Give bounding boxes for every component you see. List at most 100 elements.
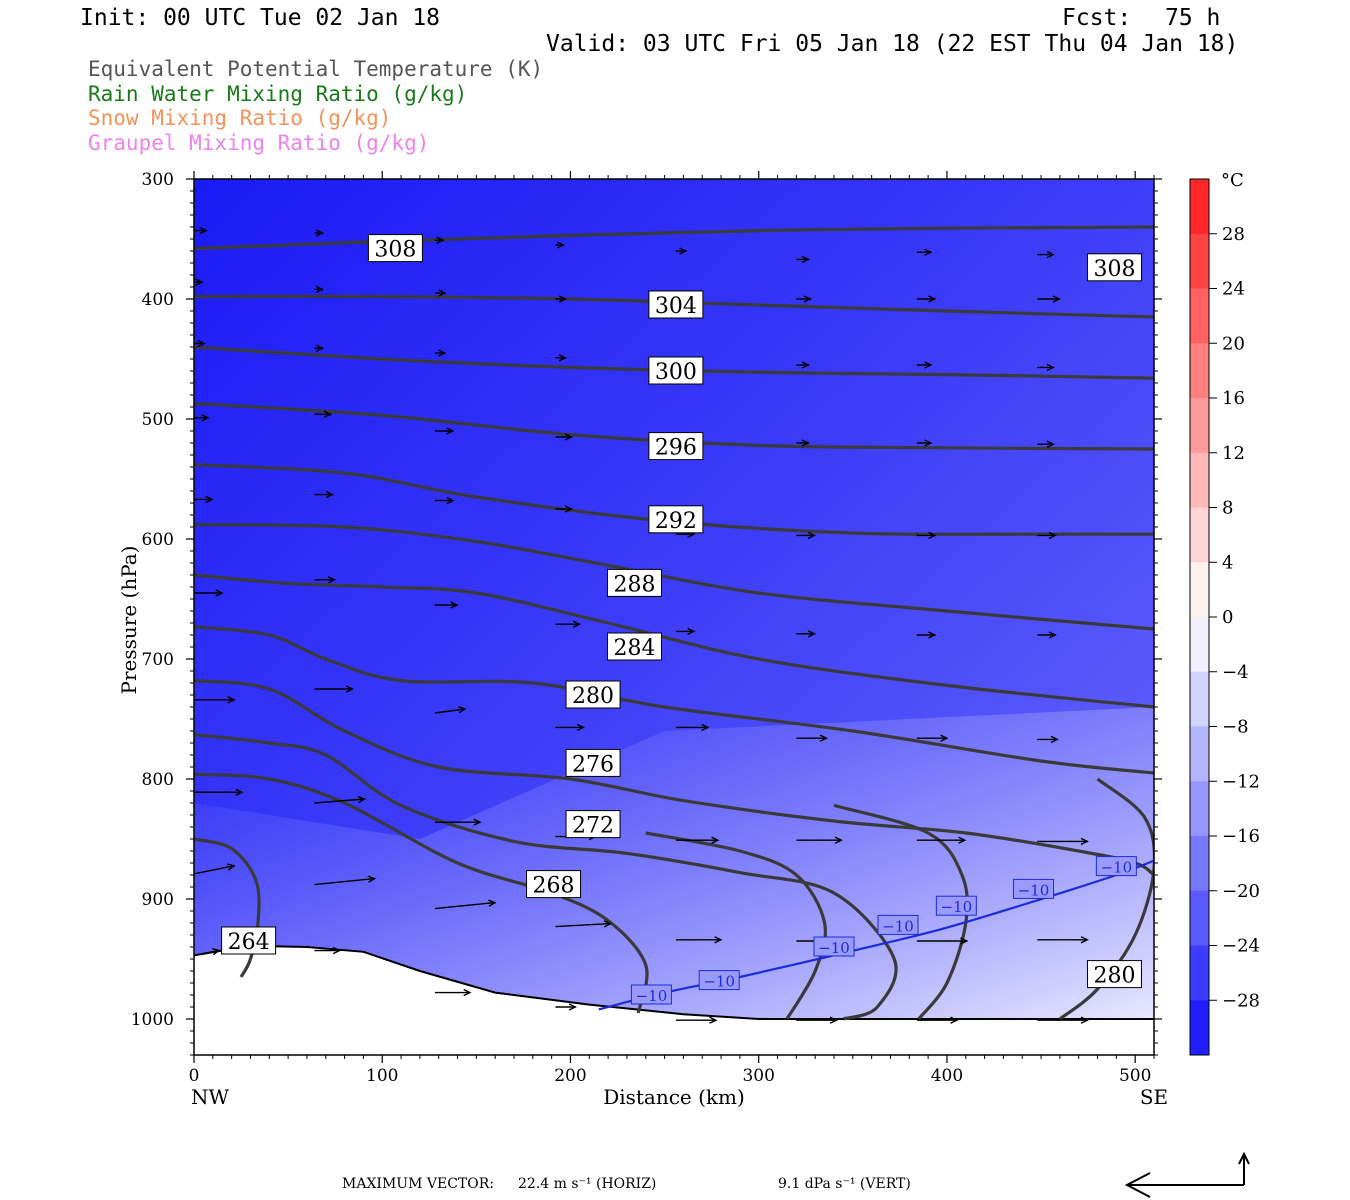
wind-vector — [555, 354, 568, 362]
wind-vector — [555, 620, 582, 628]
colorbar-unit: °C — [1221, 170, 1244, 191]
wind-vector — [555, 723, 586, 732]
y-tick-label: 500 — [142, 410, 174, 430]
colorbar-segment — [1190, 1000, 1209, 1056]
wind-vector — [194, 414, 210, 422]
wind-vector — [194, 339, 206, 348]
wind-vector — [916, 836, 967, 844]
colorbar: 28 24 20 16 12 8 4 0 −4 −8 −12 −16 −20 −24 −28 — [1189, 178, 1260, 1056]
contour-label: 280 — [565, 680, 621, 709]
wind-vector — [314, 576, 337, 584]
colorbar-label: 4 — [1222, 552, 1233, 573]
wind-vector — [194, 788, 244, 796]
contour-label: 280 — [1086, 960, 1142, 989]
wind-vector — [1037, 531, 1057, 540]
theta-e-contour-284 — [194, 573, 1154, 709]
wind-vector — [194, 495, 214, 504]
theta-e-contour-272 — [194, 733, 898, 1021]
isotherm-label-text: −10 — [1101, 859, 1133, 877]
colorbar-segment — [1190, 726, 1209, 782]
wind-vector — [434, 496, 455, 505]
colorbar-segment — [1190, 836, 1209, 892]
isotherm-label: −10 — [1013, 878, 1055, 899]
wind-vector — [434, 988, 472, 997]
wind-vector — [916, 361, 933, 369]
wind-vector — [916, 248, 933, 256]
wind-vector — [434, 899, 497, 910]
wind-vector — [796, 630, 816, 638]
theta-e-contour-288 — [194, 523, 1154, 631]
forecast-hour: 75 h — [1165, 5, 1221, 31]
wind-vector — [796, 295, 812, 303]
wind-vector — [796, 734, 828, 742]
wind-vector — [1037, 837, 1089, 846]
wind-vector — [916, 295, 937, 303]
x-right-label: SE — [1140, 1085, 1168, 1109]
contour-label: 276 — [565, 748, 621, 777]
theta-e-contour-268 — [194, 772, 649, 1014]
wind-vector — [916, 439, 933, 447]
colorbar-segment — [1190, 617, 1209, 673]
contour-label-text: 308 — [1093, 257, 1135, 282]
colorbar-segment — [1190, 398, 1209, 454]
isotherm-label-text: −10 — [636, 987, 668, 1005]
wind-vector — [194, 278, 204, 286]
wind-vector — [194, 863, 236, 875]
wind-vector — [434, 236, 445, 244]
isotherm-label: −10 — [698, 970, 740, 991]
wind-vector — [314, 410, 333, 418]
y-axis-label: Pressure (hPa) — [117, 546, 141, 695]
wind-vector — [1037, 295, 1061, 303]
wind-vector — [194, 226, 208, 235]
y-tick-label: 300 — [142, 170, 174, 190]
colorbar-label: −12 — [1222, 771, 1260, 792]
wind-vector — [796, 439, 810, 447]
y-tick-label: 600 — [142, 530, 174, 550]
colorbar-label: 24 — [1222, 279, 1245, 300]
colorbar-segment — [1190, 179, 1209, 235]
wind-vector — [675, 1016, 718, 1024]
wind-vector — [314, 490, 335, 499]
contour-label-text: 280 — [1093, 964, 1135, 989]
field-graupel-title: Graupel Mixing Ratio (g/kg) — [88, 131, 430, 155]
contour-label-text: 296 — [655, 436, 697, 461]
isotherm-label: −10 — [877, 914, 919, 935]
wind-vector — [675, 627, 696, 636]
isotherm-label-text: −10 — [818, 939, 850, 957]
wind-vector — [796, 255, 810, 264]
wind-vector — [194, 589, 224, 597]
wind-vector — [314, 685, 355, 693]
wind-vector — [1037, 936, 1089, 944]
x-left-label: NW — [191, 1085, 230, 1109]
x-tick-label: 300 — [742, 1066, 774, 1086]
wind-vector — [916, 734, 949, 742]
wind-vector — [796, 836, 843, 844]
theta-e-contour-264 — [194, 837, 261, 978]
colorbar-label: 0 — [1222, 607, 1233, 628]
wind-vector — [916, 937, 969, 945]
contour-label: 304 — [648, 290, 704, 319]
contour-label-text: 304 — [655, 294, 697, 319]
max-vector-vert: 9.1 dPa s⁻¹ (VERT) — [778, 1176, 911, 1192]
contour-label: 300 — [648, 356, 704, 385]
wind-vector — [796, 531, 816, 540]
colorbar-label: −24 — [1222, 936, 1260, 957]
wind-vector — [555, 505, 574, 513]
colorbar-label: −16 — [1222, 826, 1260, 847]
wind-vector — [314, 946, 342, 955]
isotherm-minus10 — [598, 859, 1154, 1011]
isotherm-label: −10 — [935, 895, 977, 916]
x-tick-label: 500 — [1119, 1066, 1151, 1086]
x-tick-label: 400 — [931, 1066, 963, 1086]
valid-time: Valid: 03 UTC Fri 05 Jan 18 (22 EST Thu … — [546, 31, 1239, 57]
theta-e-contour-276 — [194, 679, 1154, 877]
wind-vector — [796, 361, 810, 369]
y-tick-label: 1000 — [131, 1010, 174, 1030]
theta-e-contour-308 — [194, 225, 1154, 251]
terrain-outline — [194, 944, 1154, 1020]
field-rain-title: Rain Water Mixing Ratio (g/kg) — [88, 82, 468, 106]
colorbar-segment — [1190, 562, 1209, 618]
contour-label: 288 — [606, 568, 662, 597]
wind-vector — [314, 229, 325, 237]
